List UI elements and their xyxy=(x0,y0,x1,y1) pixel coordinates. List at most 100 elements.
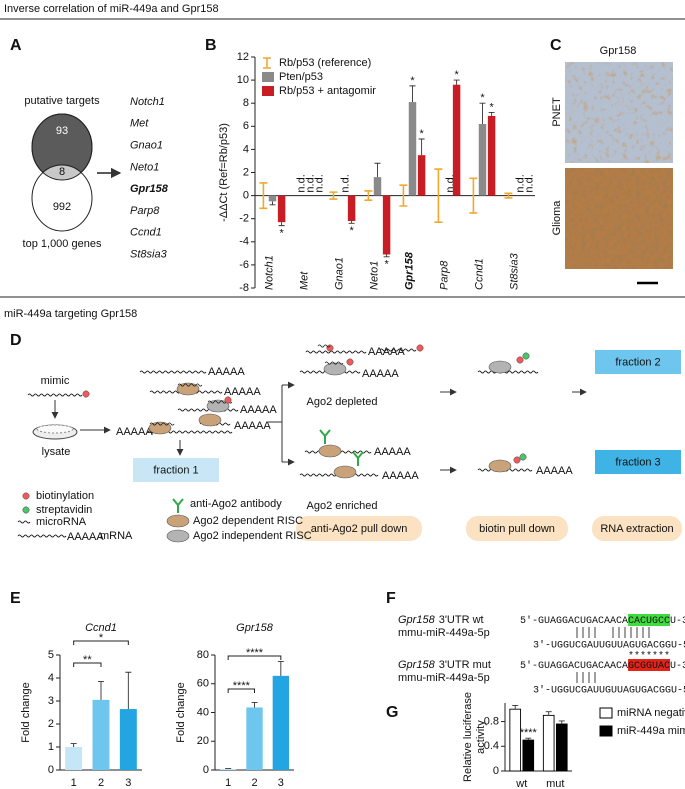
micrograph-texture xyxy=(565,62,673,163)
error-bar xyxy=(418,138,425,156)
y-tick-label: 0.4 xyxy=(484,740,499,752)
risc xyxy=(166,514,190,528)
y-tick-label: 80 xyxy=(197,649,209,661)
section-header: miR-449a targeting Gpr158 xyxy=(4,308,137,320)
utr-part: GCGGUAC xyxy=(628,661,670,672)
error-bar xyxy=(374,162,381,178)
panel-label: D xyxy=(10,332,22,349)
step-label: biotin pull down xyxy=(479,523,555,535)
bar xyxy=(417,155,426,196)
mirna-name: mmu-miR-449a-5p xyxy=(398,672,490,684)
poly-a-tail: AAAAA xyxy=(368,346,405,358)
significance: ** xyxy=(83,654,92,666)
gene-name: St8sia3 xyxy=(130,249,168,261)
x-tick-label: 2 xyxy=(251,777,257,789)
antibody xyxy=(172,498,184,513)
x-tick-label: 3 xyxy=(278,777,284,789)
legend-label: streptavidin xyxy=(36,504,92,516)
y-tick-label: 8 xyxy=(243,97,249,109)
mirna-sequence: 3'-UGGUCGAUUGUUAGUGACGGU-5' xyxy=(533,640,685,652)
gene: Gpr158 xyxy=(398,614,436,626)
construct-label: Gpr158 3'UTR wt xyxy=(398,614,484,626)
legend-swatch xyxy=(262,86,274,96)
value-label: n.d. xyxy=(524,174,536,192)
y-tick-label: 0 xyxy=(48,764,54,776)
y-axis-label: Fold change xyxy=(175,682,187,743)
gene-name: Ccnd1 xyxy=(130,227,162,239)
bracket xyxy=(73,640,129,645)
significance: * xyxy=(279,228,284,240)
antibody xyxy=(352,451,364,466)
legend-label: microRNA xyxy=(36,516,87,528)
value-label: n.d. xyxy=(339,174,351,192)
fraction-label: fraction 1 xyxy=(153,464,198,476)
y-tick-label: 4 xyxy=(243,143,249,155)
y-axis-label: Fold change xyxy=(20,682,32,743)
rna-strand xyxy=(305,350,367,354)
error-bar xyxy=(488,111,495,116)
error-bar xyxy=(453,79,460,85)
rna-strand xyxy=(324,361,344,365)
dish-lysate xyxy=(36,424,74,434)
bar xyxy=(382,195,391,255)
group-label: Ago2 enriched xyxy=(307,500,378,512)
x-tick-label: Notch1 xyxy=(263,255,275,290)
y-tick-label: 1 xyxy=(48,741,54,753)
bar xyxy=(555,723,568,772)
x-tick-label: Parp8 xyxy=(438,260,450,290)
x-tick-label: mut xyxy=(546,778,564,789)
x-tick-label: Met xyxy=(298,271,310,290)
poly-a-tail: AAAAA xyxy=(362,368,399,380)
poly-a-tail: AAAAA xyxy=(224,386,261,398)
error-bar xyxy=(98,681,104,700)
legend-label: Rb/p53 + antagomir xyxy=(279,85,376,97)
value-label: n.d. xyxy=(314,174,326,192)
x-tick-label: Ccnd1 xyxy=(473,258,485,290)
poly-a-tail: AAAAA xyxy=(234,420,271,432)
gene-name: Neto1 xyxy=(130,161,159,173)
legend-label: Rb/p53 (reference) xyxy=(279,57,371,69)
fraction-label: fraction 2 xyxy=(615,356,660,368)
rna-strand xyxy=(149,422,175,426)
row-label: Glioma xyxy=(551,200,563,236)
y-tick-label: 10 xyxy=(237,74,249,86)
tag-dot xyxy=(326,344,334,352)
legend-label: anti-Ago2 antibody xyxy=(190,498,282,510)
row-label: PNET xyxy=(551,97,563,127)
error-bar xyxy=(409,85,416,103)
y-tick-label: -4 xyxy=(239,236,249,248)
y-tick-label: 0 xyxy=(243,190,249,202)
error-bar xyxy=(70,743,77,747)
gene-name: Gnao1 xyxy=(130,140,163,152)
x-tick-label: St8sia3 xyxy=(508,252,520,290)
venn-label: putative targets xyxy=(24,95,100,107)
chart-title: Ccnd1 xyxy=(85,622,117,634)
error-bar xyxy=(525,737,532,741)
y-tick-label: 2 xyxy=(48,718,54,730)
utr-sequence: 5'-GUAGGACUGACAACAGCGGUACU-3' xyxy=(520,660,685,672)
tag-dot xyxy=(22,492,30,500)
tag-dot xyxy=(346,358,354,366)
error-bar xyxy=(259,182,268,210)
rna-strand xyxy=(379,348,417,352)
bar xyxy=(408,102,417,196)
x-tick-label: 1 xyxy=(225,777,231,789)
poly-a-tail: AAAAA xyxy=(116,426,153,438)
error-bar xyxy=(479,102,486,124)
risc xyxy=(488,459,512,473)
rna-strand xyxy=(317,344,331,348)
value-label: n.d. xyxy=(514,174,526,192)
bracket xyxy=(227,688,255,693)
poly-a-tail: AAAAA xyxy=(374,446,411,458)
panel-label: A xyxy=(10,37,22,54)
seed-highlight xyxy=(628,614,671,626)
risc xyxy=(318,444,342,458)
x-tick-label: 2 xyxy=(98,777,104,789)
panel-label: E xyxy=(10,590,21,607)
y-tick-label: -6 xyxy=(239,259,249,271)
legend-label: miRNA negative ctrl xyxy=(617,707,685,719)
panel-label: C xyxy=(550,37,562,54)
bar xyxy=(347,195,356,222)
tag-dot xyxy=(22,506,30,514)
